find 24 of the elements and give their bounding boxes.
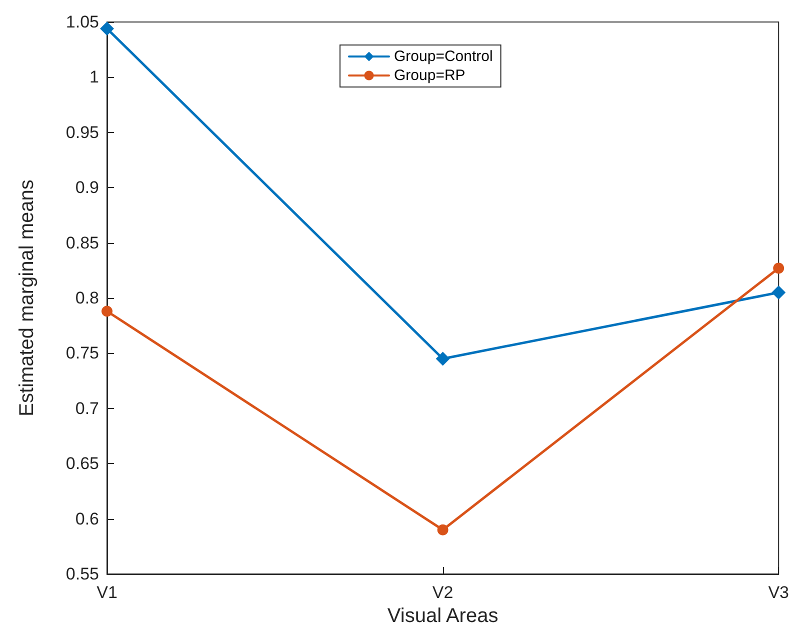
point [772,285,786,300]
point [100,22,114,36]
x-tick-label: V2 [432,583,454,602]
point [773,262,784,274]
legend-label: Group=Control [394,48,493,65]
x-tick-label: V1 [96,583,118,602]
point [436,352,450,366]
y-tick-label: 0.8 [75,288,99,308]
legend-label: Group=RP [394,67,466,84]
y-tick-label: 0.85 [66,233,99,252]
x-tick-label: V3 [768,583,789,602]
point [102,306,112,317]
y-tick-label: 0.95 [66,122,99,142]
y-tick-label: 1.05 [66,12,99,32]
y-tick-label: 0.75 [66,344,99,363]
y-tick-label: 0.9 [75,178,99,198]
y-tick-label: 0.6 [75,509,99,528]
point [437,524,448,536]
y-tick-label: 0.7 [75,398,99,418]
x-axis-title: Visual Areas [387,604,498,627]
y-axis-title: Estimated marginal means [16,180,38,416]
y-tick-label: 1 [90,68,99,87]
y-tick-label: 0.65 [66,454,99,474]
y-tick-label: 0.55 [66,564,99,584]
